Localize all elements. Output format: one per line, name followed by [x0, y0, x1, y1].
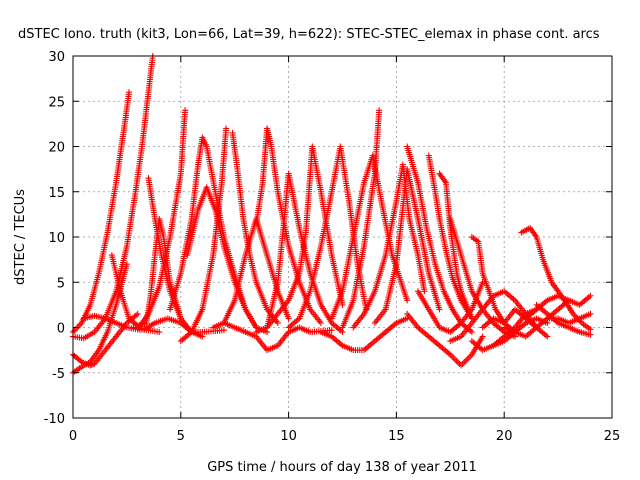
data-point	[421, 288, 428, 295]
series-arc	[134, 107, 189, 333]
data-point	[126, 89, 133, 96]
x-tick-label: 5	[177, 429, 185, 444]
data-point	[328, 327, 335, 334]
y-axis-label: dSTEC / TECUs	[13, 189, 28, 285]
data-point	[285, 315, 292, 322]
series-arc	[184, 184, 271, 336]
data-point	[274, 319, 281, 326]
y-tick-label: -10	[44, 412, 65, 427]
y-tick-label: 10	[48, 231, 65, 246]
x-tick-label: 25	[604, 429, 621, 444]
data-point	[77, 357, 84, 364]
data-point	[134, 310, 141, 317]
x-axis-label: GPS time / hours of day 138 of year 2011	[207, 460, 477, 475]
x-tick-label: 10	[280, 429, 297, 444]
x-tick-label: 0	[69, 429, 77, 444]
data-point	[88, 361, 95, 368]
series-arc	[317, 315, 411, 354]
y-tick-labels: -10 -5 0 5 10 15 20 25 30	[44, 50, 65, 427]
data-point	[339, 301, 346, 308]
y-tick-label: 25	[48, 95, 65, 110]
series-arc	[253, 143, 346, 336]
series-arc	[229, 129, 281, 326]
y-tick-label: -5	[52, 367, 65, 382]
data-point	[199, 333, 206, 340]
x-tick-labels: 0 5 10 15 20 25	[69, 429, 620, 444]
data-point	[376, 107, 383, 114]
data-point	[468, 329, 475, 336]
data-point	[404, 297, 411, 304]
grid-layer	[73, 56, 612, 418]
series-arc	[220, 319, 335, 354]
data-point	[123, 261, 130, 268]
series-arc	[425, 152, 475, 322]
data-points-layer	[70, 53, 594, 376]
data-point	[220, 327, 227, 334]
y-tick-label: 0	[57, 322, 65, 337]
data-point	[436, 306, 443, 313]
data-point	[223, 125, 230, 132]
x-tick-label: 15	[388, 429, 405, 444]
series-arc	[210, 215, 292, 331]
data-point	[182, 107, 189, 114]
data-point	[72, 326, 79, 333]
y-tick-label: 20	[48, 141, 65, 156]
series-arc	[404, 143, 475, 336]
data-point	[75, 322, 82, 329]
x-tick-label: 20	[496, 429, 513, 444]
y-tick-label: 15	[48, 186, 65, 201]
y-tick-label: 30	[48, 50, 65, 65]
chart-title: dSTEC Iono. truth (kit3, Lon=66, Lat=39,…	[18, 27, 600, 42]
series-arc	[371, 166, 443, 326]
series-arc	[328, 152, 411, 322]
data-point	[71, 327, 78, 334]
data-point	[317, 319, 324, 326]
data-point	[87, 362, 94, 369]
series-arc	[339, 107, 383, 331]
data-point	[156, 329, 163, 336]
series-arc	[177, 125, 230, 345]
y-tick-label: 5	[57, 276, 65, 291]
